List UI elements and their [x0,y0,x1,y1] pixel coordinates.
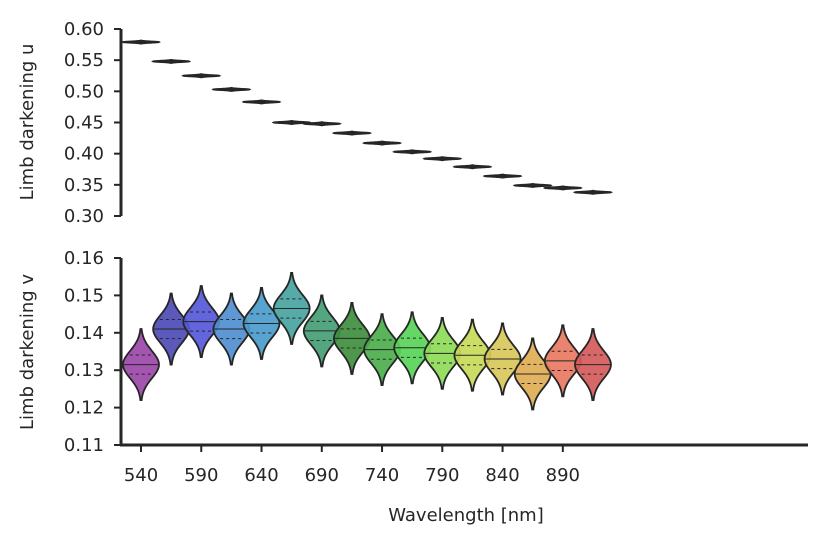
panel-v-ytick-label: 0.16 [64,248,104,269]
panel-v-y-ticks: 0.11 0.12 0.13 0.14 0.15 0.16 [64,248,121,456]
panel-u-ylabel: Limb darkening u [17,44,38,201]
panel-u-y-ticks: 0.30 0.35 0.40 0.45 0.50 0.55 0.60 [64,19,121,227]
x-axis-label: Wavelength [nm] [388,505,544,526]
panel-v-ytick-label: 0.15 [64,285,104,306]
x-tick-label: 890 [546,465,580,486]
panel-u-ytick-label: 0.60 [64,19,104,40]
x-tick-label: 690 [305,465,339,486]
panel-u-ytick-label: 0.35 [64,175,104,196]
x-tick-label: 590 [184,465,218,486]
panel-u-ytick-label: 0.40 [64,144,104,165]
x-tick-label: 540 [124,465,158,486]
panel-u-ytick-label: 0.30 [64,206,104,227]
panel-u: 0.30 0.35 0.40 0.45 0.50 0.55 0.60 Limb darken… [17,19,613,227]
panel-v-ytick-label: 0.14 [64,323,104,344]
panel-v-ytick-label: 0.13 [64,360,104,381]
panel-v: 0.11 0.12 0.13 0.14 0.15 0.16 540 590 640 690 740… [17,248,808,486]
x-tick-label: 740 [365,465,399,486]
panel-v-ylabel: Limb darkening v [17,274,38,430]
panel-v-ytick-label: 0.12 [64,398,104,419]
panel-v-violins [122,272,612,411]
panel-u-violins [121,39,613,195]
x-tick-label: 790 [425,465,459,486]
panel-v-ytick-label: 0.11 [64,435,104,456]
x-tick-label: 640 [244,465,278,486]
panel-u-ytick-label: 0.55 [64,50,104,71]
panel-u-ytick-label: 0.45 [64,113,104,134]
x-ticks: 540 590 640 690 740 790 840 890 [124,445,580,486]
panel-u-ytick-label: 0.50 [64,81,104,102]
x-tick-label: 840 [485,465,519,486]
